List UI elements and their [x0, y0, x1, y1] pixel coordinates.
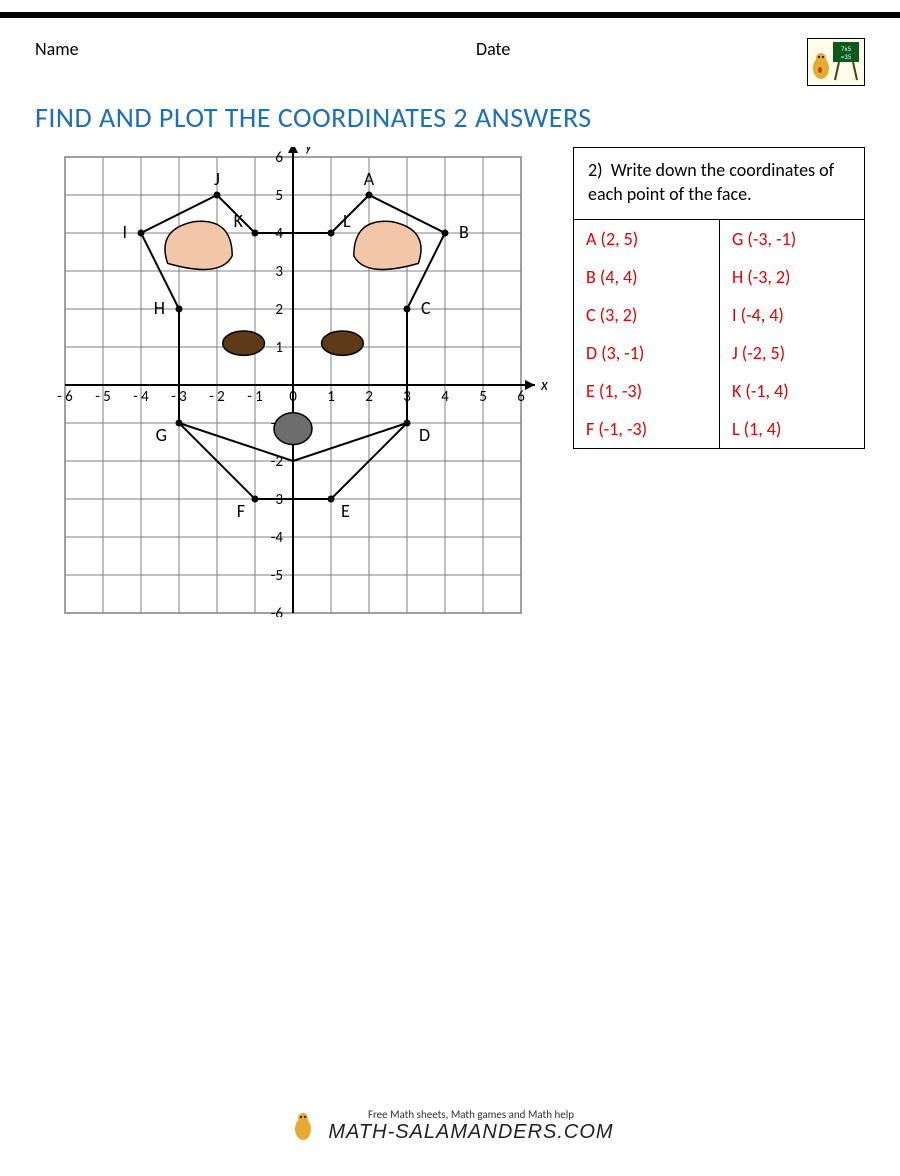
svg-text:- 2: - 2	[209, 388, 225, 406]
answer-cell: H (-3, 2)	[719, 258, 864, 296]
answer-cell: F (-1, -3)	[574, 410, 719, 448]
svg-text:L: L	[343, 210, 351, 232]
answers-panel: 2) Write down the coordinates of each po…	[573, 147, 865, 449]
main-content: xy- 6- 5- 4- 3- 2- 10123456123456-1-2-3-…	[35, 147, 865, 622]
svg-text:-5: -5	[271, 567, 283, 585]
name-label: Name	[35, 38, 345, 60]
brand-logo-icon: 7x5 =35	[807, 38, 865, 86]
svg-text:5: 5	[479, 388, 487, 406]
answer-cell: B (4, 4)	[574, 258, 719, 296]
svg-text:y: y	[305, 147, 313, 156]
answer-cell: I (-4, 4)	[719, 296, 864, 334]
svg-text:- 6: - 6	[57, 388, 73, 406]
footer-brand: MATH-SALAMANDERS.COM	[328, 1121, 613, 1144]
salamander-icon	[286, 1109, 320, 1143]
answer-cell: E (1, -3)	[574, 372, 719, 410]
svg-text:I: I	[122, 221, 127, 243]
date-label: Date	[476, 38, 676, 60]
svg-text:- 4: - 4	[133, 388, 149, 406]
svg-text:A: A	[364, 168, 375, 190]
svg-text:- 5: - 5	[95, 388, 111, 406]
answer-cell: G (-3, -1)	[719, 220, 864, 258]
page-footer: Free Math sheets, Math games and Math he…	[0, 1108, 900, 1144]
svg-text:5: 5	[275, 187, 283, 205]
svg-text:J: J	[214, 168, 220, 190]
svg-text:K: K	[234, 210, 244, 232]
svg-text:4: 4	[441, 388, 449, 406]
answers-grid: A (2, 5)G (-3, -1)B (4, 4)H (-3, 2)C (3,…	[574, 219, 864, 448]
page-title: FIND AND PLOT THE COORDINATES 2 ANSWERS	[35, 100, 865, 135]
svg-text:B: B	[459, 221, 469, 243]
svg-text:F: F	[237, 500, 245, 522]
footer-tagline: Free Math sheets, Math games and Math he…	[328, 1108, 613, 1121]
svg-text:0: 0	[289, 388, 297, 406]
svg-text:6: 6	[517, 388, 525, 406]
worksheet-header: Name Date 7x5 =35	[35, 38, 865, 86]
svg-text:G: G	[156, 424, 167, 446]
svg-text:2: 2	[275, 301, 283, 319]
answer-cell: D (3, -1)	[574, 334, 719, 372]
svg-text:1: 1	[327, 388, 335, 406]
answer-cell: J (-2, 5)	[719, 334, 864, 372]
svg-text:6: 6	[275, 149, 283, 167]
page-content: Name Date 7x5 =35 FIND AND PLOT THE COOR…	[0, 18, 900, 642]
coordinate-chart: xy- 6- 5- 4- 3- 2- 10123456123456-1-2-3-…	[35, 147, 555, 622]
svg-text:3: 3	[275, 263, 283, 281]
prompt-number: 2)	[588, 159, 603, 181]
answer-cell: K (-1, 4)	[719, 372, 864, 410]
svg-text:-4: -4	[271, 529, 284, 547]
answers-prompt: 2) Write down the coordinates of each po…	[574, 148, 864, 219]
svg-text:C: C	[421, 297, 431, 319]
svg-text:1: 1	[275, 339, 283, 357]
answer-cell: C (3, 2)	[574, 296, 719, 334]
svg-text:D: D	[419, 424, 430, 446]
answer-cell: L (1, 4)	[719, 410, 864, 448]
svg-text:E: E	[341, 500, 350, 522]
svg-text:- 1: - 1	[247, 388, 263, 406]
svg-text:H: H	[154, 297, 165, 319]
svg-text:=35: =35	[841, 52, 852, 61]
svg-text:2: 2	[365, 388, 373, 406]
svg-text:-6: -6	[271, 605, 284, 617]
answer-cell: A (2, 5)	[574, 220, 719, 258]
prompt-text: Write down the coordinates of each point…	[588, 159, 834, 205]
svg-text:x: x	[540, 376, 549, 395]
